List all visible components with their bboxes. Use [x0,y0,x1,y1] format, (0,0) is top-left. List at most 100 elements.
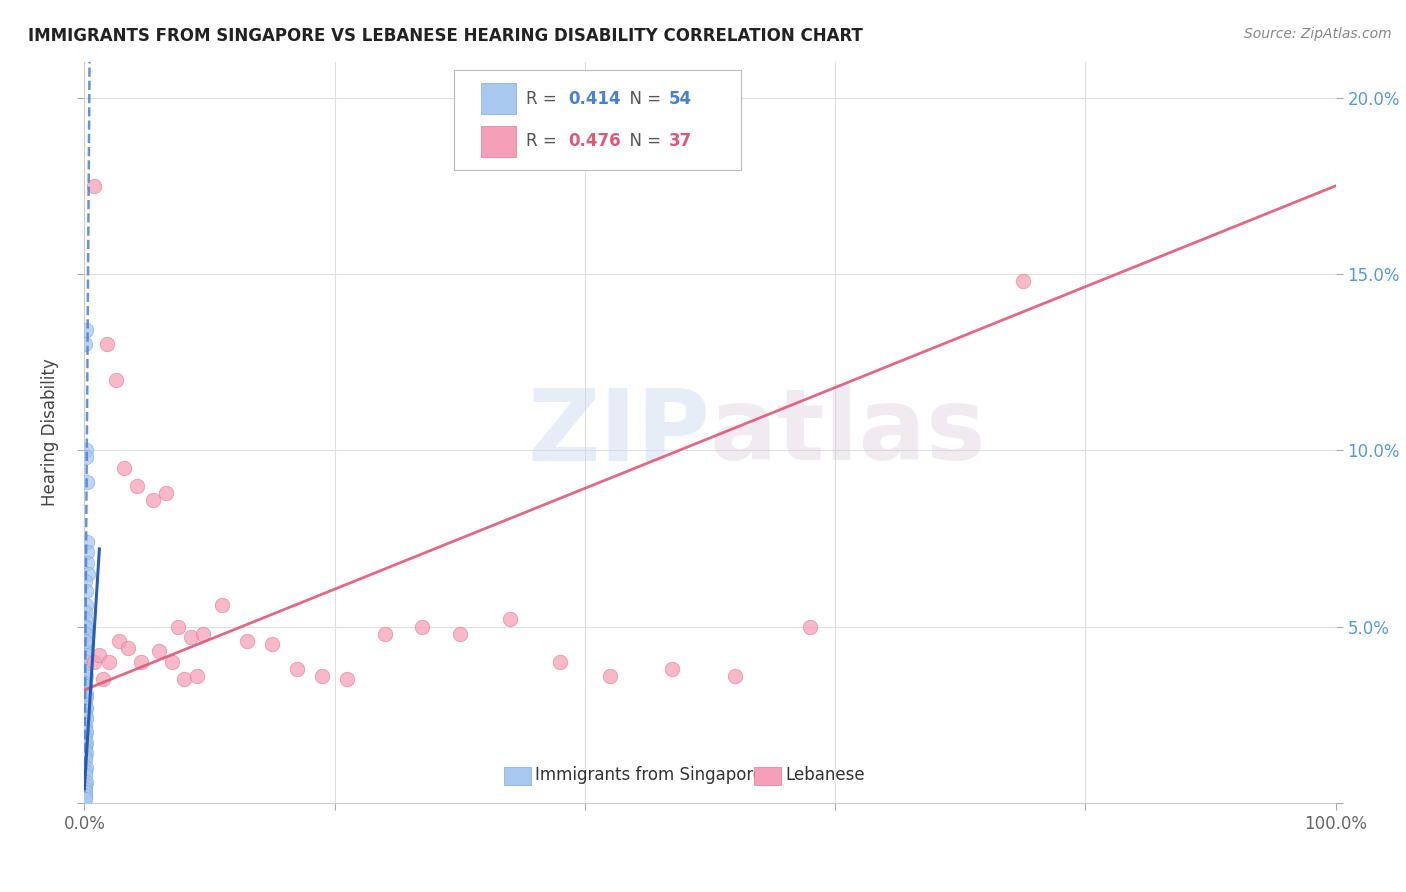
Point [73,785,96,799]
Point [75,774,97,789]
Point [75,700,97,714]
Point [75,662,97,676]
Point [76,545,98,559]
Point [599,669,621,683]
Point [75,337,97,351]
Point [73,676,96,690]
Text: 37: 37 [669,132,692,150]
Point [548,655,571,669]
Point [75,450,97,465]
FancyBboxPatch shape [481,126,516,157]
Point [285,662,308,676]
Point [186,669,208,683]
Point [112,461,135,475]
Point [75,644,97,658]
Point [148,644,170,658]
Point [76,475,98,489]
Text: Immigrants from Singapore: Immigrants from Singapore [534,765,763,784]
Point [75,722,97,736]
Point [104,373,127,387]
Text: N =: N = [619,132,666,150]
Point [75,690,97,704]
Point [73,739,96,754]
Point [75,619,97,633]
Point [73,764,96,778]
Point [262,637,284,651]
Point [76,556,98,570]
Point [167,619,190,633]
Point [75,680,97,694]
Point [73,729,96,743]
Point [75,747,97,761]
Point [211,599,233,613]
Point [75,767,97,781]
Text: N =: N = [619,89,666,108]
Y-axis label: Hearing Disability: Hearing Disability [41,359,59,507]
Text: IMMIGRANTS FROM SINGAPORE VS LEBANESE HEARING DISABILITY CORRELATION CHART: IMMIGRANTS FROM SINGAPORE VS LEBANESE HE… [28,27,863,45]
Point [73,789,96,803]
Point [98,655,121,669]
Text: R =: R = [526,132,562,150]
Point [75,626,97,640]
Point [83,178,105,193]
Point [73,778,96,792]
Point [499,612,522,626]
Point [75,743,97,757]
Point [75,736,97,750]
Text: 54: 54 [669,89,692,108]
Point [75,732,97,747]
Point [73,626,96,640]
Point [724,669,747,683]
Point [411,619,433,633]
Point [173,673,195,687]
Point [142,492,165,507]
Point [75,655,97,669]
Point [73,781,96,796]
Point [73,750,96,764]
Point [76,637,98,651]
Point [311,669,333,683]
Point [125,478,148,492]
Point [75,760,97,774]
Point [449,626,471,640]
FancyBboxPatch shape [754,766,782,785]
FancyBboxPatch shape [481,83,516,114]
Point [77,566,100,581]
Point [75,323,97,337]
Point [75,725,97,739]
Point [75,686,97,700]
Point [76,535,98,549]
Point [75,443,97,458]
Text: Lebanese: Lebanese [785,765,865,784]
Point [75,697,97,711]
Point [83,655,105,669]
Point [155,485,177,500]
Text: Source: ZipAtlas.com: Source: ZipAtlas.com [1244,27,1392,41]
Point [89,648,111,662]
Point [661,662,683,676]
Point [73,606,96,620]
Point [73,633,96,648]
Point [75,612,97,626]
Point [75,599,97,613]
Point [374,626,396,640]
Text: R =: R = [526,89,562,108]
Point [75,707,97,722]
FancyBboxPatch shape [503,766,531,785]
Point [180,630,202,644]
Point [1012,274,1035,288]
Point [75,754,97,768]
Point [75,574,97,588]
Point [160,655,183,669]
Point [73,792,96,806]
Point [117,640,139,655]
Text: 0.414: 0.414 [568,89,621,108]
Text: 0.476: 0.476 [568,132,621,150]
Point [96,337,118,351]
Point [73,718,96,732]
Text: ZIP: ZIP [527,384,710,481]
Point [799,619,821,633]
Point [108,633,131,648]
Point [73,704,96,718]
Point [91,673,114,687]
